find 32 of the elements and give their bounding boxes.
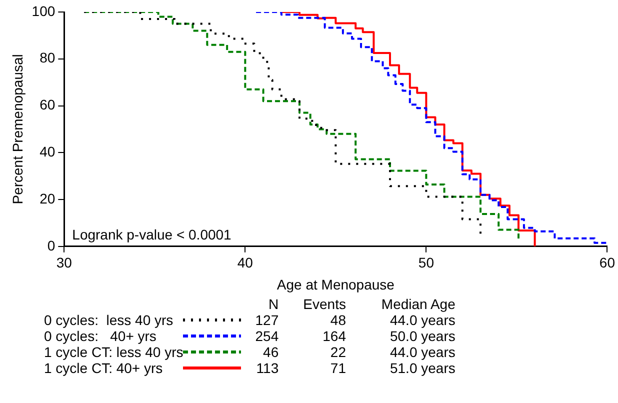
y-tick-label: 40 [40, 144, 56, 160]
text: 51.0 years [388, 360, 456, 376]
annotation: Logrank p-value < 0.0001 [72, 226, 232, 242]
legend-label: 1 cycle CT: less 40 yrs [43, 344, 184, 360]
y-tick-label: 80 [40, 50, 56, 66]
legend-label: 0 cycles: 40+ yrs [43, 328, 158, 344]
y-axis-title: Percent Premenopausal [9, 54, 26, 204]
x-tick-label: 40 [237, 254, 254, 271]
y-tick-label: 60 [40, 96, 56, 113]
text: N [268, 296, 280, 312]
x-tick-label: 50 [418, 254, 434, 271]
text: 48 [329, 312, 347, 328]
text: 50.0 years [388, 328, 456, 344]
text: 22 [329, 344, 347, 360]
text: 164 [322, 328, 347, 344]
text: Median Age [380, 296, 456, 312]
y-tick-label: 100 [32, 2, 56, 19]
text: 113 [255, 360, 280, 376]
text: 44.0 years [388, 344, 456, 360]
x-tick-label: 30 [56, 254, 72, 271]
text: Events [302, 296, 347, 312]
x-axis-title: Age at Menopause [276, 276, 395, 292]
legend-label: 0 cycles: less 40 yrs [43, 312, 174, 328]
text: 254 [254, 328, 280, 344]
y-tick-label: 20 [40, 190, 56, 206]
legend-label: 1 cycle CT: 40+ yrs [43, 360, 164, 376]
x-tick-label: 60 [599, 254, 616, 271]
text: 127 [254, 312, 280, 328]
text: 71 [329, 360, 347, 376]
y-tick-label: 0 [47, 237, 56, 254]
text: 46 [262, 344, 280, 360]
text: 44.0 years [388, 312, 456, 328]
